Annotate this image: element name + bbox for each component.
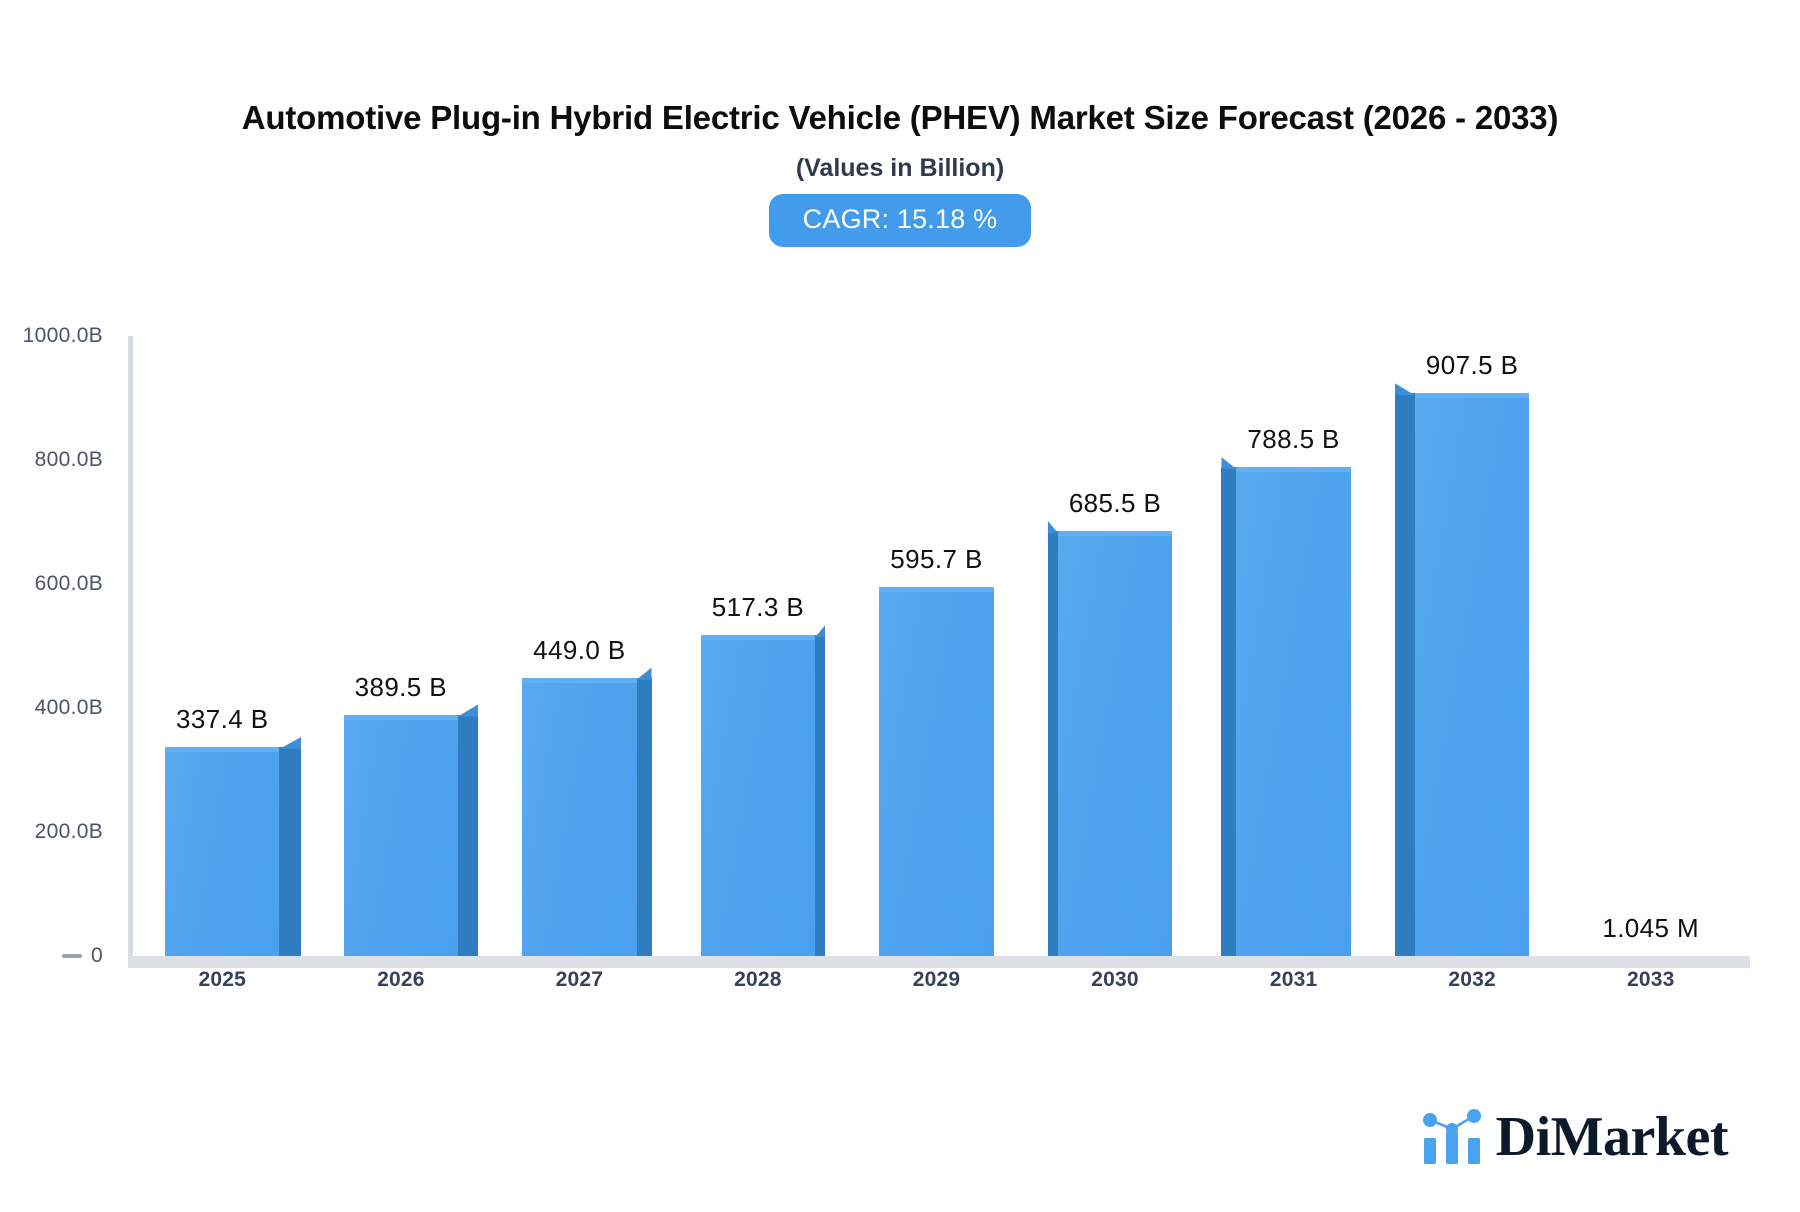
bar-value-label: 517.3 B bbox=[711, 592, 805, 623]
bar-front-face bbox=[343, 714, 458, 956]
bar-side-face bbox=[1047, 531, 1058, 956]
bar-value-label: 1.045 M bbox=[1602, 913, 1700, 943]
bar-front-face bbox=[879, 586, 994, 956]
bar-2028[interactable] bbox=[700, 625, 826, 956]
x-tick-label: 2029 bbox=[912, 968, 961, 991]
bar-side-face bbox=[1221, 467, 1237, 956]
bar-front-face bbox=[1236, 467, 1351, 956]
bar-top-bevel bbox=[279, 736, 302, 749]
plot-area: 0 200.0B 400.0B 600.0B 800.0B 1000.0B 337.4 B… bbox=[0, 324, 1800, 968]
bar-value-label: 595.7 B bbox=[890, 543, 983, 574]
bar-2031[interactable] bbox=[1221, 457, 1351, 956]
bar-top-face bbox=[343, 714, 458, 720]
y-tick-mark bbox=[62, 954, 82, 958]
y-tick-label: 800.0B bbox=[34, 448, 103, 471]
x-tick-label: 2028 bbox=[734, 968, 782, 991]
bar-group[interactable]: 389.5 B bbox=[343, 336, 478, 956]
bars-area: 337.4 B 389.5 B 449.0 B 517.3 B 595.7 B 685.5… bbox=[128, 336, 1750, 968]
bar-top-face bbox=[1236, 467, 1351, 473]
bar-front-face bbox=[522, 677, 637, 956]
bar-top-bevel bbox=[1395, 383, 1416, 396]
y-axis-labels: 0 200.0B 400.0B 600.0B 800.0B 1000.0B bbox=[0, 324, 103, 967]
bar-2030[interactable] bbox=[1047, 521, 1173, 956]
x-tick-label: 2033 bbox=[1626, 968, 1675, 991]
bar-side-face bbox=[815, 635, 826, 956]
x-tick-label: 2031 bbox=[1269, 968, 1318, 991]
bar-top-face bbox=[879, 586, 994, 592]
bar-value-label: 389.5 B bbox=[354, 671, 448, 702]
bar-value-label: 685.5 B bbox=[1068, 488, 1162, 518]
bar-group[interactable]: 595.7 B bbox=[879, 336, 994, 956]
x-axis-labels: 2025 2026 2027 2028 2029 2030 2031 2032 2033 bbox=[133, 968, 1740, 1008]
bar-front-face bbox=[1057, 531, 1173, 956]
chart-title: Automotive Plug-in Hybrid Electric Vehic… bbox=[241, 99, 1559, 136]
bar-side-face bbox=[1395, 393, 1416, 956]
x-tick-label: 2027 bbox=[555, 968, 604, 991]
x-tick-label: 2030 bbox=[1091, 968, 1139, 991]
x-tick-label: 2026 bbox=[377, 968, 425, 991]
bar-group[interactable]: 517.3 B bbox=[700, 336, 826, 956]
bar-chart-icon bbox=[1422, 1109, 1481, 1164]
chart-subtitle: (Values in Billion) bbox=[795, 153, 1005, 182]
bar-2029[interactable] bbox=[879, 586, 994, 956]
chart-floor bbox=[128, 956, 1750, 968]
bar-side-face bbox=[636, 677, 652, 956]
y-tick-label: 200.0B bbox=[34, 820, 103, 843]
cagr-badge: CAGR: 15.18 % bbox=[768, 193, 1032, 247]
bar-group[interactable]: 685.5 B bbox=[1047, 336, 1173, 956]
bar-value-label: 449.0 B bbox=[533, 634, 626, 665]
bar-value-label: 788.5 B bbox=[1247, 424, 1340, 455]
bar-side-face bbox=[279, 746, 302, 956]
y-axis-line bbox=[128, 336, 133, 956]
bar-top-bevel bbox=[636, 667, 652, 680]
bar-2032[interactable] bbox=[1395, 383, 1530, 956]
bar-top-face bbox=[1415, 393, 1530, 399]
bar-2026[interactable] bbox=[343, 704, 478, 956]
bar-group[interactable]: 907.5 B bbox=[1395, 336, 1530, 956]
bar-side-face bbox=[457, 714, 478, 956]
bar-value-label: 337.4 B bbox=[176, 703, 269, 734]
bar-top-face bbox=[165, 746, 280, 752]
dimarket-logo: DiMarket bbox=[1422, 1106, 1729, 1168]
bar-top-face bbox=[522, 677, 637, 683]
chart-header: Automotive Plug-in Hybrid Electric Vehic… bbox=[0, 96, 1800, 247]
bar-front-face bbox=[165, 746, 280, 956]
y-tick-label: 600.0B bbox=[34, 572, 103, 595]
bar-2027[interactable] bbox=[522, 667, 652, 956]
bar-group[interactable]: 449.0 B bbox=[522, 336, 652, 956]
bar-value-label: 907.5 B bbox=[1425, 350, 1519, 381]
logo-text: DiMarket bbox=[1495, 1106, 1729, 1168]
bar-top-bevel bbox=[457, 704, 478, 717]
bar-front-face bbox=[700, 635, 816, 956]
bar-top-bevel bbox=[1047, 521, 1058, 533]
cagr-badge-wrapper: CAGR: 15.18 % bbox=[0, 193, 1800, 247]
bar-top-bevel bbox=[815, 625, 826, 638]
y-tick-label: 400.0B bbox=[34, 696, 103, 719]
bar-group[interactable]: 1.045 M bbox=[1594, 336, 1708, 956]
bar-top-face bbox=[1057, 531, 1173, 536]
bar-top-bevel bbox=[1221, 457, 1237, 470]
bar-top-face bbox=[700, 635, 816, 641]
y-tick-label: 1000.0B bbox=[22, 324, 103, 347]
bar-front-face bbox=[1415, 393, 1530, 956]
y-tick-label: 0 bbox=[91, 944, 103, 967]
x-tick-label: 2025 bbox=[198, 968, 247, 991]
bar-group[interactable]: 337.4 B bbox=[165, 336, 302, 956]
bar-group[interactable]: 788.5 B bbox=[1221, 336, 1351, 956]
x-tick-label: 2032 bbox=[1448, 968, 1496, 991]
bar-2025[interactable] bbox=[165, 736, 302, 956]
